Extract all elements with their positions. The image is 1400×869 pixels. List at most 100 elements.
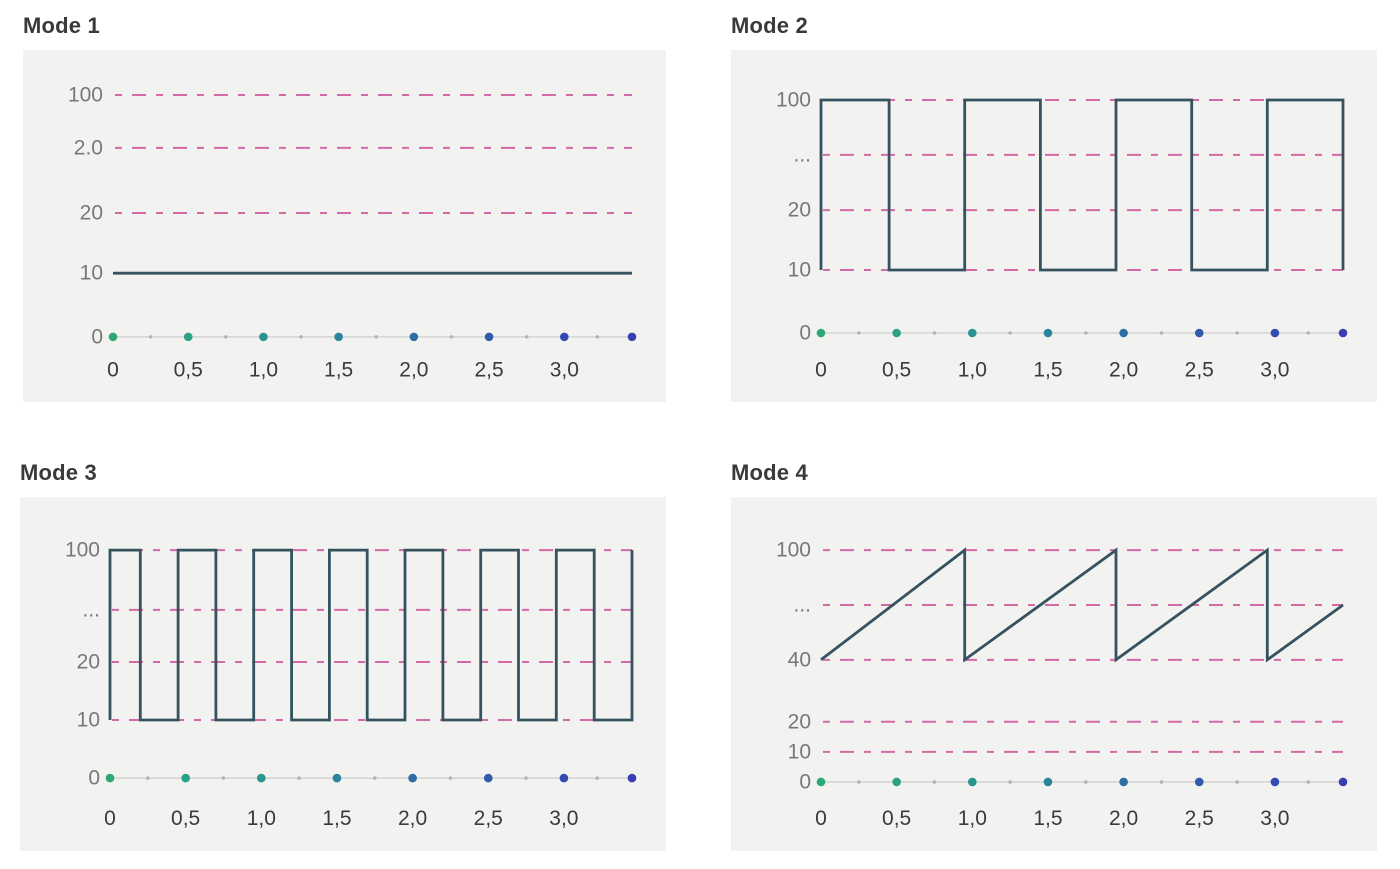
x-axis-label: 1,0	[247, 807, 276, 830]
panel-title-mode-3: Mode 3	[20, 460, 97, 485]
y-axis-label: 100	[65, 539, 100, 562]
baseline-series-dot	[560, 332, 569, 342]
baseline-series-dot	[892, 328, 901, 338]
x-axis-label: 3,0	[1260, 358, 1289, 381]
y-axis-label: 0	[91, 325, 103, 348]
baseline-series-dot	[183, 332, 193, 342]
y-axis-label: 40	[788, 648, 811, 671]
baseline-series-dot	[181, 773, 190, 783]
panel-mode-1: Mode 1 100 2.0 20 10 0 0 0,5 1,0 1,5 2,0 2,5 3,0	[23, 13, 666, 402]
baseline-minor-dot	[524, 776, 528, 780]
y-axis-label: 10	[80, 262, 103, 285]
x-axis-label: 3,0	[549, 807, 578, 830]
x-axis-label: 1,0	[249, 358, 278, 381]
baseline-series-dot	[1119, 328, 1128, 338]
baseline-minor-dot	[595, 776, 599, 780]
x-axis-label: 2,0	[1109, 358, 1138, 381]
baseline-series-dot	[409, 332, 419, 342]
baseline-minor-dot	[299, 335, 303, 339]
baseline-series-dot	[816, 777, 826, 787]
y-axis-label: 100	[776, 88, 811, 111]
baseline-minor-dot	[857, 780, 861, 784]
x-axis-label: 2,5	[1185, 807, 1214, 830]
baseline-series-dot	[1043, 777, 1053, 787]
baseline-series-dot	[483, 773, 493, 783]
x-axis-label: 1,0	[958, 358, 987, 381]
baseline-series-dot	[108, 332, 118, 342]
baseline-minor-dot	[1159, 331, 1164, 335]
baseline-series-dot	[559, 773, 569, 783]
panel-mode-3: Mode 3 100... 20 10 0 0 0,5 1,0 1,5 2,0 2,5 3,0	[20, 460, 666, 851]
x-axis-label: 3,0	[550, 358, 579, 381]
baseline-minor-dot	[524, 335, 529, 339]
y-axis-label: 2.0	[74, 136, 103, 159]
y-axis-label: ...	[793, 143, 811, 166]
y-axis-label: 10	[788, 740, 811, 763]
x-axis-label: 1,5	[1033, 807, 1062, 830]
baseline-series-dot	[332, 773, 342, 783]
y-axis-label: 0	[88, 767, 100, 790]
baseline-minor-dot	[1008, 331, 1012, 335]
y-axis-label: 10	[77, 709, 100, 732]
baseline-minor-dot	[297, 776, 301, 780]
baseline-series-dot	[1338, 777, 1348, 787]
panel-title-mode-2: Mode 2	[731, 13, 808, 38]
baseline-minor-dot	[146, 776, 150, 780]
baseline-series-dot	[1119, 777, 1128, 787]
y-axis-label: 10	[788, 259, 811, 282]
baseline-series-dot	[408, 773, 417, 783]
baseline-series-dot	[627, 773, 637, 783]
x-axis-label: 2,0	[1109, 807, 1138, 830]
x-axis-label: 0	[107, 358, 119, 381]
y-axis-label: 20	[80, 201, 103, 224]
baseline-minor-dot	[372, 776, 377, 780]
x-axis-label: 1,5	[322, 807, 351, 830]
baseline-minor-dot	[595, 335, 600, 339]
x-axis-label: 0	[815, 358, 827, 381]
baseline-minor-dot	[1008, 780, 1012, 784]
baseline-minor-dot	[374, 335, 379, 339]
panel-title-mode-4: Mode 4	[731, 460, 808, 485]
baseline-series-dot	[105, 773, 115, 783]
baseline-series-dot	[1194, 328, 1204, 338]
baseline-minor-dot	[1235, 331, 1239, 335]
panel-mode-4: Mode 4 100... 40 20 10 0 0 0,5 1,0 1,5 2,0 2,5 3,0	[731, 460, 1377, 851]
x-axis-label: 0	[104, 807, 116, 830]
baseline-minor-dot	[1083, 780, 1088, 784]
waveform-path	[108, 548, 634, 722]
x-axis-label: 0,5	[174, 358, 203, 381]
baseline-series-dot	[1194, 777, 1204, 787]
baseline-minor-dot	[148, 335, 153, 339]
panel-mode-2: Mode 2 100... 20 10 0 0 0,5 1,0 1,5 2,0 2,5 3,0	[731, 13, 1377, 402]
baseline-minor-dot	[857, 331, 861, 335]
y-axis-label: ...	[793, 593, 811, 616]
x-axis-label: 1,5	[324, 358, 353, 381]
baseline-series-dot	[892, 777, 901, 787]
baseline-series-dot	[257, 773, 266, 783]
x-axis-label: 2,0	[398, 807, 427, 830]
baseline-minor-dot	[1083, 331, 1088, 335]
baseline-series-dot	[259, 332, 268, 342]
baseline-series-dot	[627, 332, 637, 342]
baseline-series-dot	[968, 777, 977, 787]
baseline-series-dot	[1043, 328, 1053, 338]
baseline-minor-dot	[224, 335, 228, 339]
x-axis-label: 2,5	[1185, 358, 1214, 381]
y-axis-label: 0	[799, 322, 811, 345]
baseline-minor-dot	[932, 331, 937, 335]
waveform-path	[819, 98, 1345, 272]
baseline-minor-dot	[221, 776, 226, 780]
baseline-series-dot	[334, 332, 343, 342]
x-axis-label: 0,5	[882, 807, 911, 830]
x-axis-label: 1,0	[958, 807, 987, 830]
waveform-path	[820, 547, 1344, 663]
baseline-minor-dot	[1235, 780, 1239, 784]
x-axis-label: 3,0	[1260, 807, 1289, 830]
baseline-minor-dot	[1306, 780, 1310, 784]
x-axis-label: 2,0	[399, 358, 428, 381]
y-axis-label: 100	[776, 539, 811, 562]
y-axis-label: 0	[799, 770, 811, 793]
panel-title-mode-1: Mode 1	[23, 13, 100, 38]
